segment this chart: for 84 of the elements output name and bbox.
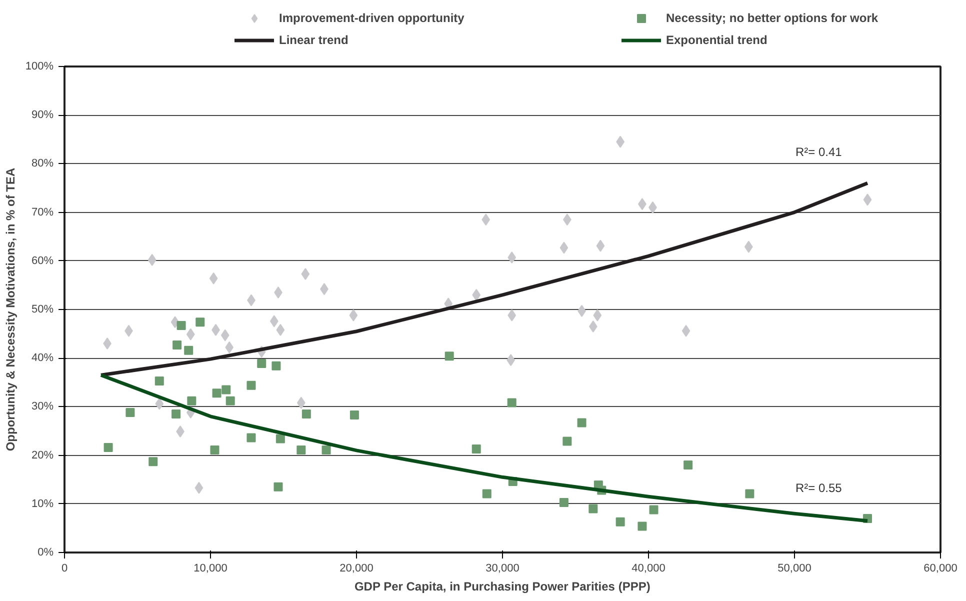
point <box>682 324 690 337</box>
point <box>148 457 158 466</box>
point <box>301 268 310 280</box>
point <box>176 321 186 330</box>
y-tick-label: 60% <box>31 254 54 267</box>
point <box>272 361 281 370</box>
legend-label: Exponential trend <box>666 33 768 47</box>
y-tick-label: 70% <box>31 206 54 218</box>
point <box>560 242 568 254</box>
point <box>863 194 872 206</box>
point <box>154 376 164 386</box>
point <box>744 240 753 253</box>
y-tick-label: 90% <box>31 109 54 122</box>
point <box>638 522 647 531</box>
point <box>274 482 283 492</box>
point <box>155 398 164 410</box>
point <box>246 433 256 442</box>
x-tick-label: 10,000 <box>194 562 228 574</box>
y-axis-title: Opportunity & Necessity Motivations, in % of TEA <box>3 167 18 452</box>
x-tick-label: 50,000 <box>778 562 812 574</box>
point <box>593 309 602 322</box>
point <box>745 489 754 498</box>
point <box>482 214 490 226</box>
point <box>350 410 359 420</box>
point <box>222 385 231 394</box>
x-tick-label: 30,000 <box>486 562 520 574</box>
point <box>187 396 196 406</box>
x-tick-label: 60,000 <box>924 562 958 574</box>
point <box>257 358 266 368</box>
point <box>104 443 113 452</box>
x-axis-title: GDP Per Capita, in Purchasing Power Parities (PPP) <box>354 580 650 594</box>
point <box>226 396 235 406</box>
point <box>172 409 181 418</box>
x-tick-label: 20,000 <box>340 562 374 574</box>
legend-label: Necessity; no better options for work <box>666 11 880 25</box>
point <box>684 460 693 470</box>
point <box>482 489 492 498</box>
point <box>196 318 205 327</box>
point <box>126 408 135 418</box>
point <box>649 505 658 514</box>
point <box>212 388 222 398</box>
point <box>302 409 311 418</box>
point <box>210 445 220 454</box>
point <box>508 252 516 264</box>
annotation: R²= 0.55 <box>796 480 842 495</box>
point <box>276 324 285 336</box>
legend-label: Linear trend <box>279 33 350 47</box>
point <box>577 418 586 428</box>
point <box>220 329 230 342</box>
point <box>270 315 278 328</box>
y-tick-label: 50% <box>31 304 54 316</box>
y-tick-label: 20% <box>31 449 54 462</box>
point <box>148 254 156 266</box>
point <box>276 434 285 444</box>
point <box>508 309 516 322</box>
point <box>596 240 605 252</box>
y-tick-label: 0% <box>38 546 54 558</box>
annotation: R²= 0.41 <box>796 145 842 160</box>
legend-label: Improvement-driven opportunity <box>279 11 466 25</box>
point <box>472 288 481 301</box>
y-tick-label: 30% <box>31 400 54 413</box>
point <box>588 504 598 514</box>
point <box>172 340 182 350</box>
point <box>349 309 358 322</box>
point <box>444 352 454 361</box>
point <box>184 346 194 355</box>
point <box>296 445 306 454</box>
y-tick-label: 10% <box>31 498 54 510</box>
y-tick-label: 100% <box>25 60 54 72</box>
y-tick-label: 80% <box>31 158 54 170</box>
point <box>562 436 572 446</box>
point <box>186 328 195 340</box>
point <box>507 398 516 408</box>
line-series <box>99 181 870 377</box>
point <box>322 445 331 454</box>
point <box>472 444 481 454</box>
point <box>209 272 218 284</box>
point <box>559 498 568 507</box>
point <box>246 380 256 390</box>
y-tick-label: 40% <box>31 352 54 364</box>
point <box>616 517 625 526</box>
x-tick-label: 0 <box>61 562 68 574</box>
point <box>194 482 204 494</box>
x-tick-label: 40,000 <box>632 562 666 574</box>
